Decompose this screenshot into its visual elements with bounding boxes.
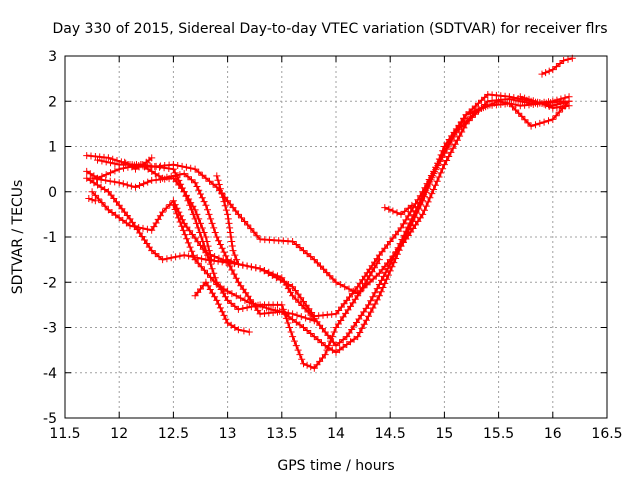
- y-tick-label: -1: [43, 230, 57, 246]
- x-axis-label: GPS time / hours: [277, 458, 394, 474]
- x-tick-label: 16.5: [591, 426, 622, 442]
- series-arc-1: [83, 93, 573, 298]
- y-tick-label: -2: [43, 275, 57, 291]
- data-point-markers: [516, 93, 573, 112]
- x-tick-label: 11.5: [49, 426, 80, 442]
- series-line: [172, 204, 315, 322]
- series-line: [86, 93, 570, 318]
- data-point-markers: [83, 93, 573, 298]
- y-tick-label: 2: [48, 94, 57, 110]
- series-arc-4: [88, 97, 573, 356]
- series-arc-7: [213, 172, 242, 268]
- y-tick-label: -5: [43, 411, 57, 427]
- chart-title: Day 330 of 2015, Sidereal Day-to-day VTE…: [52, 21, 607, 37]
- series-arc-12: [538, 54, 576, 78]
- series-arc-13: [121, 154, 156, 173]
- series-line: [86, 95, 570, 295]
- data-point-markers: [538, 54, 576, 78]
- series-arc-14: [85, 195, 99, 205]
- x-tick-label: 13: [219, 426, 237, 442]
- x-tick-label: 15.5: [483, 426, 514, 442]
- x-tick-label: 12: [110, 426, 128, 442]
- grid: [65, 56, 607, 418]
- data-point-markers: [83, 91, 573, 320]
- series-arc-10: [381, 201, 416, 218]
- axis-ticks: 11.5 12 12.5 13 13.5 14 14.5 15 15.5 16 16.5-5-4-3…: [43, 49, 623, 442]
- y-tick-label: 1: [48, 140, 57, 156]
- data-point-markers: [213, 172, 242, 268]
- y-axis-label: SDTVAR / TECUs: [10, 180, 26, 295]
- data-point-markers: [381, 201, 416, 218]
- data-point-markers: [88, 174, 215, 264]
- x-tick-label: 14.5: [375, 426, 406, 442]
- series-arc-6: [169, 201, 318, 325]
- x-tick-label: 12.5: [158, 426, 189, 442]
- x-tick-label: 14: [327, 426, 345, 442]
- data-point-markers: [85, 195, 99, 205]
- y-tick-label: 0: [48, 185, 57, 201]
- data-point-markers: [191, 278, 253, 336]
- series-arc-2: [83, 91, 573, 320]
- series-arc-9: [88, 174, 215, 264]
- data-point-markers: [88, 97, 573, 356]
- data-point-markers: [121, 154, 156, 173]
- x-tick-label: 16: [544, 426, 562, 442]
- y-tick-label: 3: [48, 49, 57, 65]
- series-arc-8: [191, 278, 253, 336]
- y-tick-label: -3: [43, 321, 57, 337]
- data-series: [83, 54, 576, 372]
- x-tick-label: 13.5: [266, 426, 297, 442]
- y-tick-label: -4: [43, 366, 57, 382]
- x-tick-label: 15: [435, 426, 453, 442]
- data-point-markers: [169, 201, 318, 325]
- series-arc-11: [516, 93, 573, 112]
